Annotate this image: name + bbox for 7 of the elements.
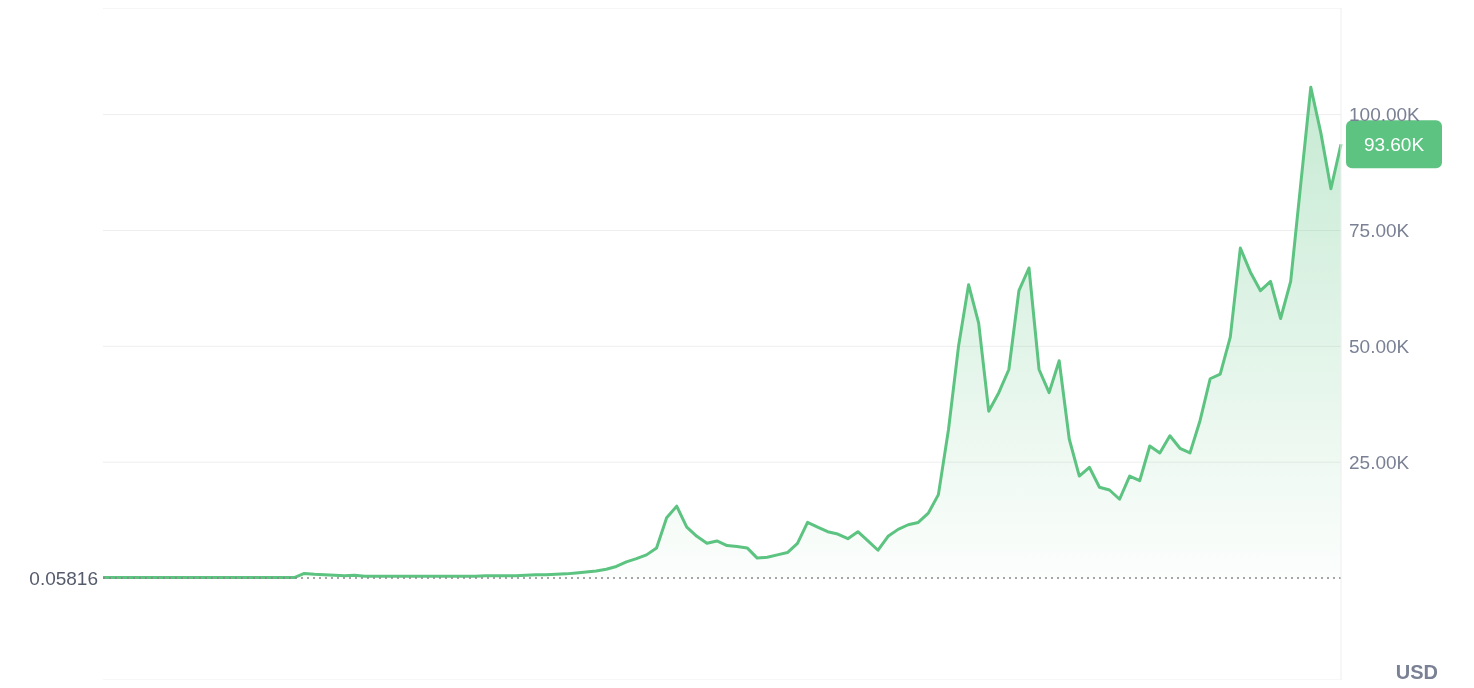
y-tick-label: 25.00K: [1349, 451, 1410, 473]
text: 93.60K: [1363, 134, 1425, 156]
y-tick-label: 75.00K: [1349, 220, 1410, 242]
y-tick-label: 100.00K: [1349, 104, 1421, 126]
y-tick-label: 50.00K: [1349, 336, 1410, 358]
ref-line-label: 0.05816: [29, 567, 98, 589]
text: USD: [1395, 661, 1438, 684]
